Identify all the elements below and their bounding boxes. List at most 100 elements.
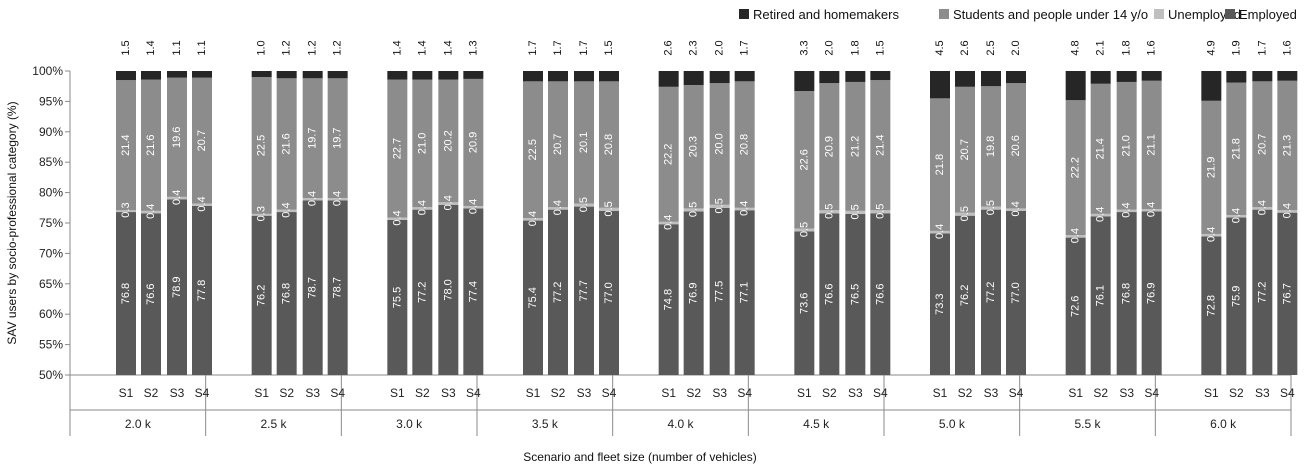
- bar-students: [1201, 100, 1222, 234]
- scenario-label: S1: [390, 386, 405, 400]
- bar-retired: [167, 71, 187, 78]
- scenario-label: S2: [686, 386, 701, 400]
- bar-retired: [794, 71, 815, 92]
- y-tick-label: 85%: [39, 155, 63, 169]
- bar-unemployed: [412, 207, 433, 210]
- scenario-label: S4: [1144, 386, 1159, 400]
- bar-retired: [658, 71, 679, 87]
- scenario-label: S4: [330, 386, 345, 400]
- label-retired: 2.3: [688, 40, 700, 55]
- label-students: 20.7: [552, 134, 564, 155]
- label-employed: 77.8: [196, 280, 208, 301]
- bar-unemployed: [167, 196, 187, 200]
- bar-unemployed: [276, 209, 297, 213]
- group-label: 2.0 k: [125, 417, 152, 431]
- label-unemployed: 0.4: [739, 201, 751, 216]
- label-retired: 1.8: [849, 40, 861, 55]
- scenario-label: S3: [848, 386, 863, 400]
- bar-students: [1252, 81, 1273, 208]
- label-unemployed: 0.5: [714, 198, 726, 213]
- scenario-label: S4: [602, 386, 617, 400]
- bar-unemployed: [870, 210, 891, 214]
- bar-employed: [116, 212, 136, 375]
- label-retired: 1.2: [332, 40, 344, 55]
- label-retired: 2.0: [714, 40, 726, 55]
- bar-students: [327, 78, 348, 199]
- bar-unemployed: [251, 213, 272, 216]
- scenario-label: S3: [1119, 386, 1134, 400]
- label-retired: 1.7: [739, 40, 751, 55]
- y-tick-label: 90%: [39, 125, 63, 139]
- bar-students: [1006, 83, 1026, 209]
- bar-unemployed: [845, 210, 866, 214]
- label-retired: 1.7: [527, 40, 539, 55]
- group-label: 4.5 k: [803, 417, 830, 431]
- bar-employed: [412, 209, 433, 375]
- bar-unemployed: [463, 205, 484, 209]
- bar-unemployed: [1065, 235, 1086, 238]
- bar-unemployed: [116, 210, 136, 213]
- scenario-label: S2: [1093, 386, 1108, 400]
- bar-students: [819, 83, 840, 211]
- label-employed: 74.8: [663, 289, 675, 310]
- label-students: 21.1: [1146, 134, 1158, 155]
- bar-unemployed: [1277, 210, 1298, 213]
- bar-employed: [141, 213, 161, 375]
- bar-retired: [276, 71, 297, 79]
- label-unemployed: 0.5: [798, 222, 810, 237]
- bar-employed: [819, 213, 840, 375]
- bar-employed: [167, 199, 187, 375]
- bar-unemployed: [1201, 233, 1222, 237]
- label-retired: 1.6: [1146, 40, 1158, 55]
- scenario-label: S2: [144, 386, 159, 400]
- label-retired: 1.2: [281, 40, 293, 55]
- legend-swatch: [739, 9, 749, 19]
- bar-students: [1116, 81, 1137, 210]
- label-employed: 73.6: [798, 293, 810, 314]
- bar-unemployed: [327, 198, 348, 201]
- bar-unemployed: [141, 210, 161, 214]
- scenario-label: S3: [441, 386, 456, 400]
- label-unemployed: 0.4: [1121, 202, 1133, 217]
- group-label: 5.0 k: [939, 417, 966, 431]
- bar-retired: [734, 71, 755, 82]
- label-retired: 4.9: [1205, 40, 1217, 55]
- label-retired: 4.8: [1070, 40, 1082, 55]
- bar-students: [981, 86, 1001, 207]
- scenario-label: S1: [797, 386, 812, 400]
- bar-retired: [1141, 71, 1162, 81]
- bar-students: [845, 81, 866, 211]
- bar-employed: [192, 205, 212, 375]
- label-employed: 77.2: [985, 282, 997, 303]
- label-employed: 75.9: [1230, 286, 1242, 307]
- legend-label: Students and people under 14 y/o: [953, 7, 1148, 22]
- y-tick-label: 70%: [39, 246, 63, 260]
- label-students: 20.7: [196, 130, 208, 151]
- label-employed: 76.2: [256, 285, 268, 306]
- y-tick-label: 75%: [39, 216, 63, 230]
- bar-students: [251, 77, 272, 214]
- label-employed: 78.7: [307, 277, 319, 298]
- bar-students: [548, 81, 568, 208]
- bar-students: [1226, 82, 1247, 216]
- label-employed: 78.0: [442, 279, 454, 300]
- scenario-label: S4: [1009, 386, 1024, 400]
- bar-employed: [302, 200, 323, 375]
- bar-students: [599, 81, 619, 208]
- bar-retired: [981, 71, 1001, 87]
- bar-unemployed: [1226, 215, 1247, 218]
- bar-unemployed: [387, 217, 408, 220]
- label-retired: 2.0: [823, 40, 835, 55]
- label-students: 21.3: [1281, 135, 1293, 156]
- label-employed: 78.9: [171, 276, 183, 297]
- label-unemployed: 0.4: [307, 191, 319, 206]
- label-retired: 1.5: [874, 40, 886, 55]
- bar-employed: [1065, 237, 1086, 375]
- scenario-label: S1: [1068, 386, 1083, 400]
- bar-retired: [955, 71, 975, 87]
- label-employed: 77.0: [1010, 282, 1022, 303]
- group-label: 5.5 k: [1074, 417, 1101, 431]
- label-unemployed: 0.4: [1146, 202, 1158, 217]
- label-employed: 76.1: [1095, 285, 1107, 306]
- bar-retired: [845, 71, 866, 82]
